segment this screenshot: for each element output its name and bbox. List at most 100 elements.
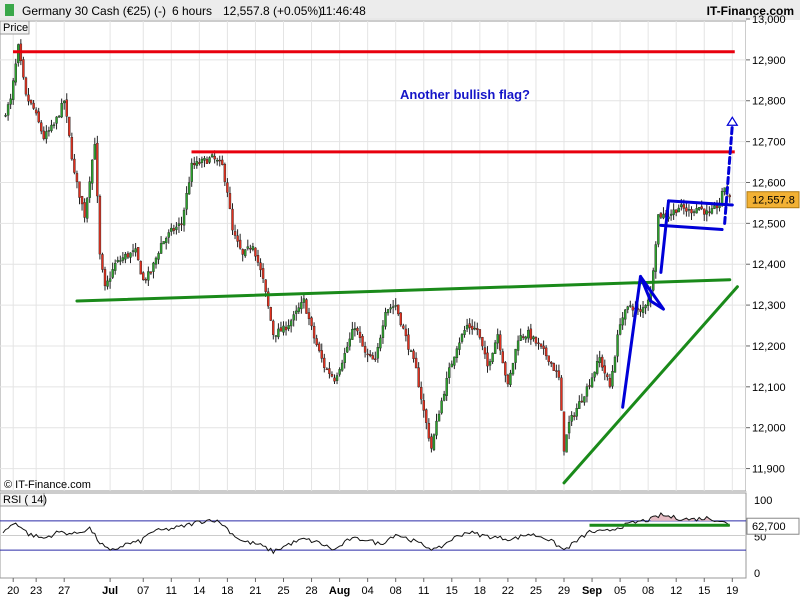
candle-body — [205, 159, 209, 164]
candle — [42, 126, 45, 141]
candle-body — [338, 369, 341, 375]
candle-body — [680, 204, 683, 207]
candle-body — [60, 103, 63, 118]
candle-body — [575, 407, 578, 417]
candle-body — [68, 116, 71, 136]
candle-body — [218, 159, 221, 162]
candle-body — [277, 328, 280, 338]
candle — [573, 412, 576, 421]
candle — [289, 318, 293, 333]
candle — [399, 312, 402, 327]
candle — [379, 334, 382, 352]
candle-body — [259, 262, 262, 271]
brand-name: IT-Finance.com — [707, 4, 794, 18]
timeframe: 6 hours — [172, 4, 212, 18]
time-tick-label: 21 — [249, 585, 261, 597]
candle — [346, 342, 349, 354]
candle-body — [187, 182, 191, 195]
candle-body — [32, 102, 35, 109]
candle-body — [578, 401, 581, 409]
candle — [6, 102, 10, 121]
candle — [259, 258, 262, 277]
candle-body — [476, 328, 479, 330]
candle-body — [351, 329, 354, 340]
candle-body — [386, 309, 390, 314]
candle — [244, 249, 247, 258]
candle — [613, 355, 617, 373]
candle-body — [427, 423, 431, 439]
candle-body — [555, 370, 558, 372]
candle-body — [483, 347, 487, 355]
candle-body — [228, 193, 232, 209]
candle — [106, 275, 109, 290]
candle — [193, 156, 196, 169]
candle — [527, 326, 530, 343]
candle — [152, 261, 155, 279]
candle-body — [11, 80, 15, 100]
price-tick-label: 12,800 — [752, 96, 786, 108]
candle — [715, 200, 719, 215]
candle — [50, 119, 53, 133]
candle-body — [335, 375, 339, 381]
candle-body — [463, 330, 466, 335]
candle-body — [682, 204, 686, 209]
candle — [363, 341, 367, 358]
candle-body — [159, 243, 163, 254]
candle — [358, 326, 362, 343]
candle — [182, 207, 186, 232]
candle — [205, 156, 209, 164]
candle — [723, 187, 726, 196]
candle-body — [394, 305, 397, 307]
candle-body — [27, 94, 30, 102]
time-tick-label: 22 — [502, 585, 514, 597]
candle — [162, 241, 165, 245]
candle — [585, 383, 589, 403]
candle — [96, 135, 99, 204]
candle — [675, 209, 678, 217]
candle-body — [149, 271, 153, 274]
candle — [511, 362, 515, 376]
candle — [269, 306, 272, 322]
candle-body — [593, 371, 596, 378]
candle-body — [310, 317, 313, 327]
candle-body — [302, 298, 306, 303]
candle-body — [101, 254, 104, 270]
price-tick-label: 12,300 — [752, 300, 786, 312]
candle — [320, 343, 323, 363]
candle-body — [537, 342, 540, 345]
candle-body — [164, 238, 168, 243]
candle — [450, 360, 453, 368]
price-tick-label: 12,000 — [752, 423, 786, 435]
candle-body — [366, 353, 369, 356]
candle — [14, 58, 17, 86]
candle-body — [562, 411, 566, 452]
candle — [560, 375, 563, 411]
candle-body — [279, 327, 283, 332]
candle — [124, 251, 127, 264]
candle-body — [420, 387, 423, 400]
candle-body — [595, 361, 599, 374]
candle-body — [639, 309, 642, 312]
candle — [177, 217, 181, 233]
candle — [552, 362, 555, 371]
candle-body — [70, 137, 74, 160]
candle — [652, 267, 655, 292]
candle — [210, 153, 214, 158]
candle-body — [677, 207, 680, 213]
candle — [491, 352, 494, 365]
candle — [471, 319, 474, 335]
candle — [328, 362, 331, 379]
candle — [448, 362, 451, 384]
candle — [175, 222, 178, 235]
candle — [481, 336, 484, 351]
candle — [621, 312, 624, 330]
candle-body — [85, 198, 89, 219]
candle — [180, 216, 183, 231]
candle-body — [585, 386, 589, 397]
candle — [198, 158, 201, 166]
candle — [45, 125, 48, 144]
time-tick-label: 14 — [193, 585, 205, 597]
candle — [29, 99, 33, 106]
candle-body — [147, 271, 150, 281]
candle-body — [713, 205, 716, 209]
